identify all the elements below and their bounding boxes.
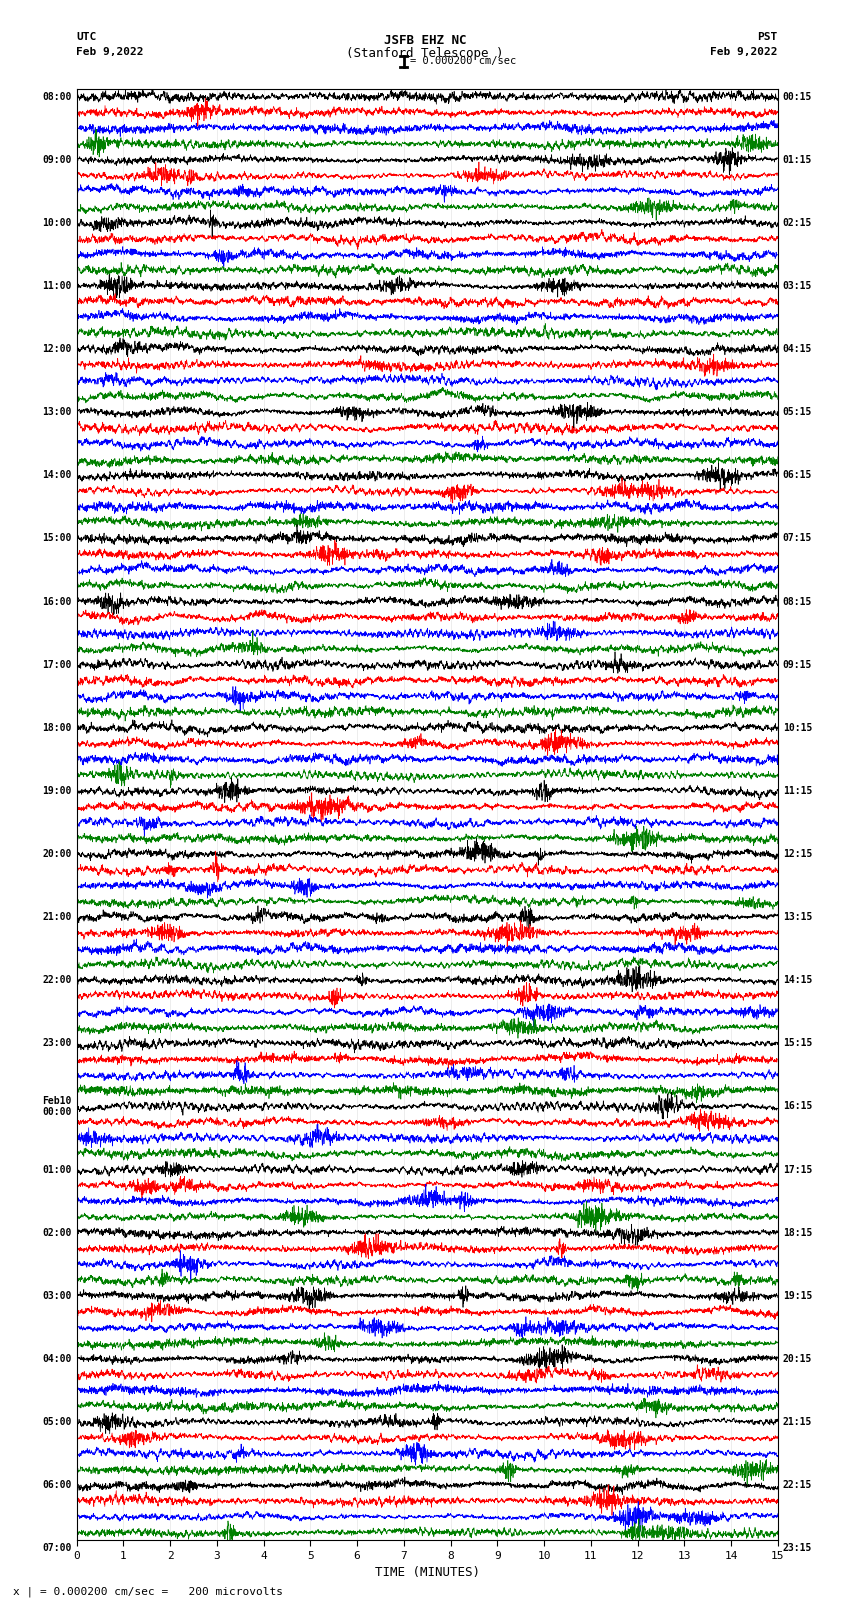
Text: 05:15: 05:15 xyxy=(783,406,813,418)
Text: 14:15: 14:15 xyxy=(783,976,813,986)
Text: 15:00: 15:00 xyxy=(42,534,71,544)
Text: 09:00: 09:00 xyxy=(42,155,71,165)
Text: = 0.000200 cm/sec: = 0.000200 cm/sec xyxy=(410,56,516,66)
Text: 22:00: 22:00 xyxy=(42,976,71,986)
X-axis label: TIME (MINUTES): TIME (MINUTES) xyxy=(375,1566,479,1579)
Text: 12:15: 12:15 xyxy=(783,848,813,860)
Text: 23:15: 23:15 xyxy=(783,1544,813,1553)
Text: 14:00: 14:00 xyxy=(42,471,71,481)
Text: 16:00: 16:00 xyxy=(42,597,71,606)
Text: 15:15: 15:15 xyxy=(783,1039,813,1048)
Text: 21:15: 21:15 xyxy=(783,1418,813,1428)
Text: 20:00: 20:00 xyxy=(42,848,71,860)
Text: 11:15: 11:15 xyxy=(783,786,813,795)
Text: 16:15: 16:15 xyxy=(783,1102,813,1111)
Text: (Stanford Telescope ): (Stanford Telescope ) xyxy=(346,47,504,60)
Text: 04:00: 04:00 xyxy=(42,1353,71,1365)
Text: 18:15: 18:15 xyxy=(783,1227,813,1237)
Text: 23:00: 23:00 xyxy=(42,1039,71,1048)
Text: x | = 0.000200 cm/sec =   200 microvolts: x | = 0.000200 cm/sec = 200 microvolts xyxy=(13,1586,283,1597)
Text: 18:00: 18:00 xyxy=(42,723,71,732)
Text: 00:15: 00:15 xyxy=(783,92,813,102)
Text: 11:00: 11:00 xyxy=(42,281,71,290)
Text: 12:00: 12:00 xyxy=(42,344,71,355)
Text: Feb 9,2022: Feb 9,2022 xyxy=(711,47,778,56)
Text: 06:15: 06:15 xyxy=(783,471,813,481)
Text: PST: PST xyxy=(757,32,778,42)
Text: 03:15: 03:15 xyxy=(783,281,813,290)
Text: 02:15: 02:15 xyxy=(783,218,813,227)
Text: 08:15: 08:15 xyxy=(783,597,813,606)
Text: 17:00: 17:00 xyxy=(42,660,71,669)
Text: 07:00: 07:00 xyxy=(42,1544,71,1553)
Text: Feb 9,2022: Feb 9,2022 xyxy=(76,47,144,56)
Text: 01:00: 01:00 xyxy=(42,1165,71,1174)
Text: 13:00: 13:00 xyxy=(42,406,71,418)
Text: 01:15: 01:15 xyxy=(783,155,813,165)
Text: JSFB EHZ NC: JSFB EHZ NC xyxy=(383,34,467,47)
Text: 17:15: 17:15 xyxy=(783,1165,813,1174)
Text: 08:00: 08:00 xyxy=(42,92,71,102)
Text: 13:15: 13:15 xyxy=(783,911,813,923)
Text: 10:15: 10:15 xyxy=(783,723,813,732)
Text: 09:15: 09:15 xyxy=(783,660,813,669)
Text: 21:00: 21:00 xyxy=(42,911,71,923)
Text: 05:00: 05:00 xyxy=(42,1418,71,1428)
Text: 19:00: 19:00 xyxy=(42,786,71,795)
Text: 04:15: 04:15 xyxy=(783,344,813,355)
Text: 10:00: 10:00 xyxy=(42,218,71,227)
Text: 19:15: 19:15 xyxy=(783,1290,813,1300)
Text: 03:00: 03:00 xyxy=(42,1290,71,1300)
Text: Feb10
00:00: Feb10 00:00 xyxy=(42,1095,71,1118)
Text: 20:15: 20:15 xyxy=(783,1353,813,1365)
Text: 02:00: 02:00 xyxy=(42,1227,71,1237)
Text: 06:00: 06:00 xyxy=(42,1481,71,1490)
Text: 22:15: 22:15 xyxy=(783,1481,813,1490)
Text: UTC: UTC xyxy=(76,32,97,42)
Text: 07:15: 07:15 xyxy=(783,534,813,544)
